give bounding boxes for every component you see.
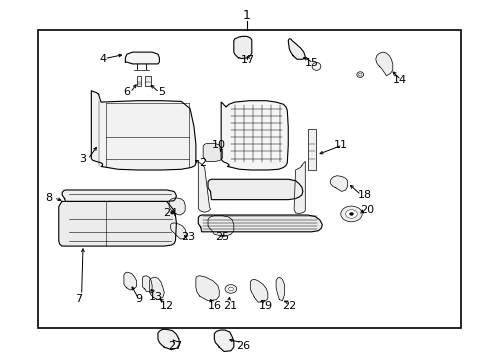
Text: 9: 9 [135,294,142,303]
Circle shape [228,287,233,291]
Text: 4: 4 [100,54,107,64]
Polygon shape [198,161,210,212]
Text: 23: 23 [181,232,195,242]
Text: 24: 24 [163,208,177,218]
Text: 8: 8 [45,193,53,203]
Text: 22: 22 [282,301,296,311]
Polygon shape [207,179,302,200]
Text: 26: 26 [236,341,250,351]
Polygon shape [198,215,322,232]
Text: 20: 20 [359,205,373,215]
Text: 1: 1 [243,9,250,22]
Polygon shape [158,329,179,350]
Polygon shape [214,330,233,351]
Text: 14: 14 [392,75,407,85]
Text: 12: 12 [159,301,173,311]
Circle shape [224,285,236,293]
Ellipse shape [311,63,320,70]
Polygon shape [250,279,267,302]
Polygon shape [59,202,176,246]
Text: 10: 10 [212,140,226,150]
Circle shape [345,210,357,218]
Ellipse shape [356,72,363,77]
Text: 15: 15 [304,58,318,68]
Polygon shape [196,276,219,301]
Polygon shape [149,277,164,300]
Text: 13: 13 [149,292,163,302]
Polygon shape [375,52,392,76]
Polygon shape [233,36,251,59]
Text: 27: 27 [168,341,182,351]
Text: 5: 5 [158,87,165,98]
Polygon shape [221,101,287,170]
Text: 25: 25 [215,232,229,242]
Polygon shape [125,52,159,64]
Text: 16: 16 [207,301,221,311]
Polygon shape [123,272,136,290]
Ellipse shape [358,73,361,76]
Polygon shape [287,39,305,59]
Polygon shape [276,277,284,301]
Text: 6: 6 [123,87,130,98]
Text: 2: 2 [199,158,206,168]
Text: 7: 7 [75,294,81,303]
Polygon shape [142,276,152,292]
Text: 3: 3 [80,154,86,164]
Polygon shape [169,198,185,215]
Text: 17: 17 [241,55,255,65]
Polygon shape [207,216,233,237]
Text: 19: 19 [259,301,273,311]
Text: 21: 21 [223,301,237,311]
Circle shape [349,212,353,215]
Bar [136,76,141,86]
Text: 11: 11 [333,140,347,150]
Bar [307,129,316,170]
Text: 18: 18 [357,190,371,200]
Bar [38,30,460,328]
Polygon shape [293,161,305,213]
Circle shape [340,206,362,222]
Polygon shape [91,91,196,170]
Polygon shape [329,176,347,192]
Bar [145,76,151,86]
Polygon shape [62,190,176,202]
Polygon shape [203,144,222,161]
Polygon shape [170,223,186,239]
